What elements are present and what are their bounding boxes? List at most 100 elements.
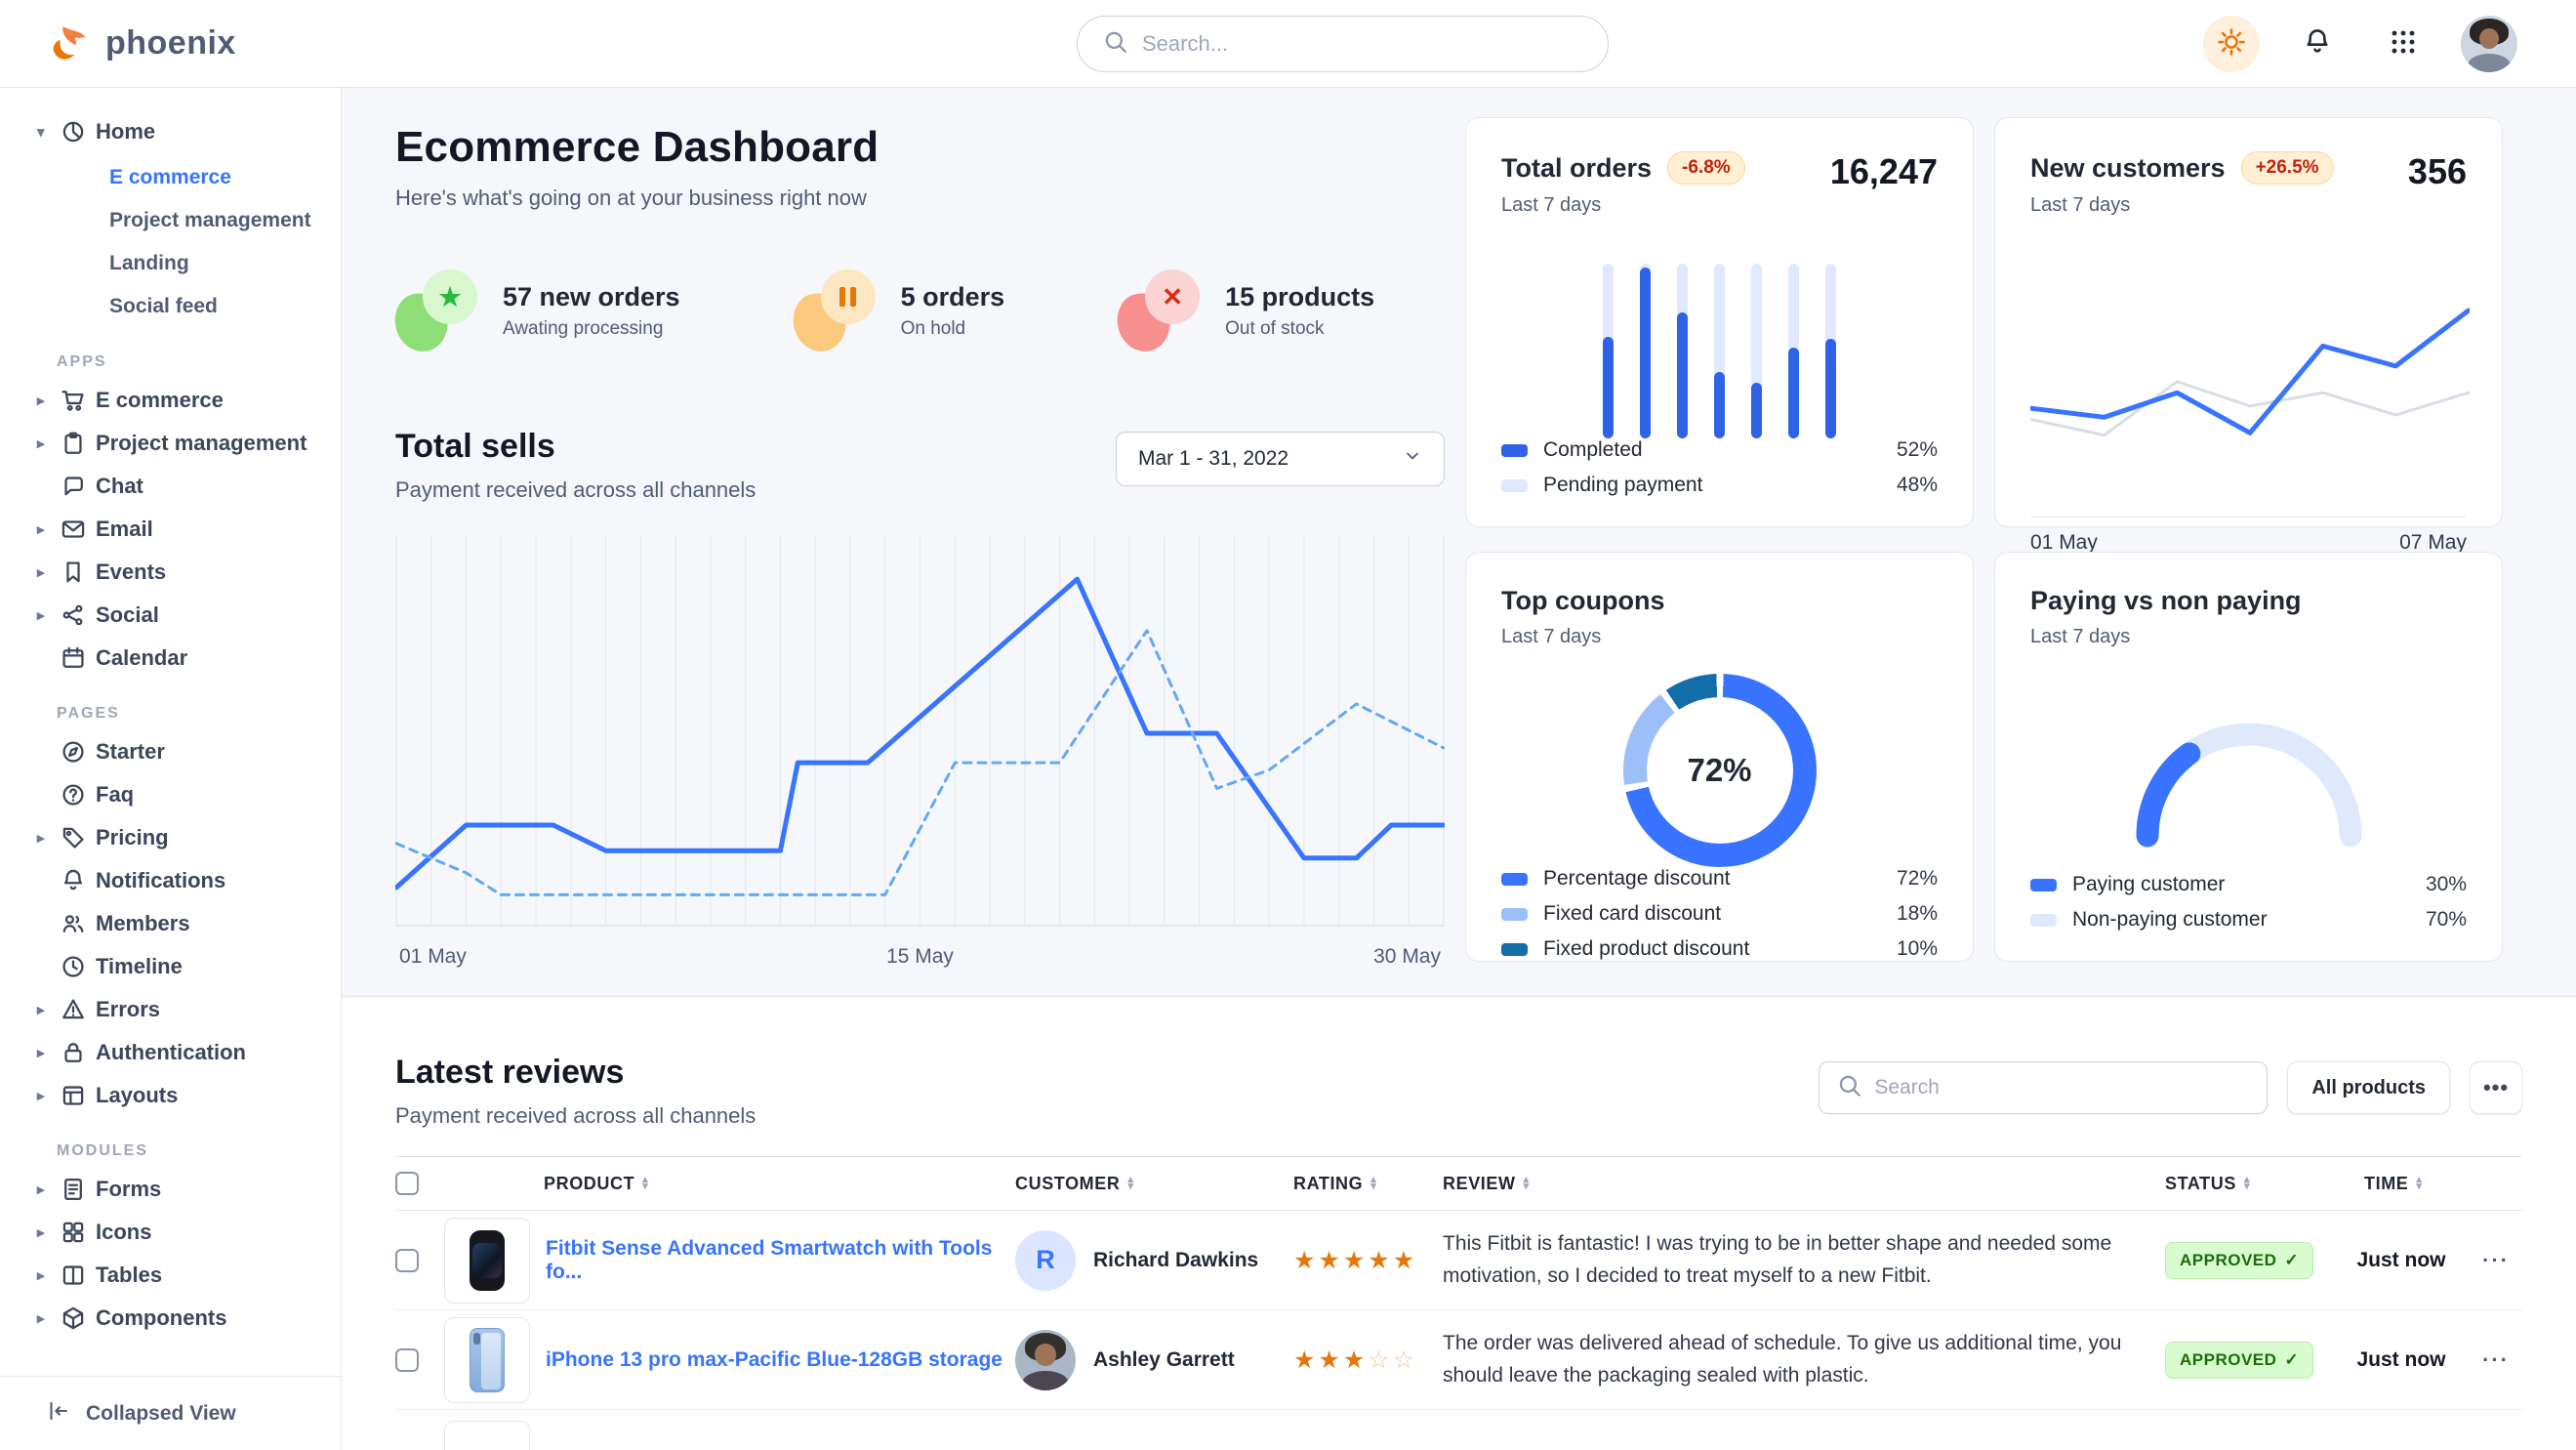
total-sells-header: Total sells Payment received across all …: [395, 428, 1445, 503]
stat-value: 5 orders: [900, 281, 1005, 311]
total-orders-value: 16,247: [1829, 151, 1938, 191]
sidebar-subitem-social-feed[interactable]: Social feed: [109, 295, 218, 317]
column-header-time[interactable]: TIME ▴ ▾: [2364, 1173, 2423, 1193]
status-badge: APPROVED ✓: [2165, 1341, 2314, 1379]
row-menu-button[interactable]: ···: [2482, 1346, 2510, 1372]
sidebar-item-events[interactable]: ▸ Events: [0, 551, 341, 594]
sidebar-subitem-project-management[interactable]: Project management: [109, 209, 311, 231]
sidebar-item-chat[interactable]: Chat: [0, 465, 341, 508]
paying-card: Paying vs non paying Last 7 days Paying …: [1994, 552, 2503, 962]
sidebar-item-label: Starter: [96, 739, 165, 764]
sidebar-item-errors[interactable]: ▸ Errors: [0, 988, 341, 1031]
sidebar-item-home[interactable]: ▾ Home: [0, 109, 341, 154]
new-customers-line-chart: [2028, 250, 2472, 501]
row-checkbox[interactable]: [395, 1248, 419, 1272]
sidebar-item-layouts[interactable]: ▸ Layouts: [0, 1074, 341, 1117]
global-search-input[interactable]: [1142, 31, 1582, 57]
caret-right-icon: ▸: [37, 564, 45, 581]
stat-blob-icon: ★: [388, 269, 477, 357]
sidebar-item-faq[interactable]: Faq: [0, 773, 341, 816]
select-all-checkbox[interactable]: [395, 1172, 419, 1195]
avatar-body: [2467, 53, 2512, 72]
brand-logo[interactable]: phoenix: [0, 22, 236, 65]
sidebar-item-components[interactable]: ▸ Components: [0, 1297, 341, 1340]
customer-avatar: [1015, 1329, 1076, 1390]
theme-toggle-button[interactable]: [2203, 15, 2260, 72]
sidebar-item-icons[interactable]: ▸ Icons: [0, 1211, 341, 1254]
reviews-search[interactable]: [1819, 1061, 2269, 1114]
bookmark-icon: [66, 561, 80, 583]
latest-reviews-subtitle: Payment received across all channels: [395, 1103, 756, 1128]
sidebar-item-authentication[interactable]: ▸ Authentication: [0, 1031, 341, 1074]
sort-icon: ▴ ▾: [1523, 1174, 1530, 1192]
rating-stars: ★★★☆☆: [1293, 1346, 1418, 1374]
sidebar-item-label: Social: [96, 602, 159, 627]
stat-blob-icon: [787, 269, 876, 357]
date-range-select[interactable]: Mar 1 - 31, 2022: [1116, 432, 1445, 486]
order-bar: [1640, 264, 1651, 438]
customer-name: Ashley Garrett: [1093, 1347, 1235, 1371]
sidebar-item-project-management[interactable]: ▸ Project management: [0, 422, 341, 465]
sidebar-item-e-commerce[interactable]: ▸ E commerce: [0, 379, 341, 422]
customer-avatar: R: [1015, 1229, 1076, 1291]
stat-label: On hold: [900, 317, 966, 339]
sidebar-item-label: Email: [96, 517, 153, 541]
row-checkbox[interactable]: [395, 1347, 419, 1372]
caret-right-icon: ▸: [37, 1310, 45, 1327]
column-header-review[interactable]: REVIEW ▴ ▾: [1443, 1173, 1530, 1193]
sidebar-item-notifications[interactable]: Notifications: [0, 859, 341, 902]
sidebar-item-members[interactable]: Members: [0, 902, 341, 945]
sidebar-item-label: Notifications: [96, 868, 226, 892]
caret-right-icon: ▸: [37, 1181, 45, 1198]
sidebar-item-label: Members: [96, 911, 190, 935]
sidebar-item-social[interactable]: ▸ Social: [0, 594, 341, 637]
dashboard-left-column: Ecommerce Dashboard Here's what's going …: [388, 117, 1447, 968]
sidebar-item-tables[interactable]: ▸ Tables: [0, 1254, 341, 1297]
sidebar-item-email[interactable]: ▸ Email: [0, 508, 341, 551]
latest-reviews-section: Latest reviews Payment received across a…: [342, 996, 2576, 1450]
sidebar-item-calendar[interactable]: Calendar: [0, 637, 341, 680]
total-sells-chart: [393, 536, 1447, 932]
new-customers-badge: +26.5%: [2240, 151, 2334, 185]
product-link[interactable]: Fitbit Sense Advanced Smartwatch with To…: [546, 1236, 993, 1283]
total-sells-x-labels: 01 May 15 May 30 May: [395, 945, 1445, 969]
reviews-search-input[interactable]: [1874, 1076, 2250, 1099]
avatar-body: [1022, 1370, 1069, 1390]
sidebar-item-pricing[interactable]: ▸ Pricing: [0, 816, 341, 859]
tag-icon: [62, 827, 84, 849]
layout-icon: [62, 1086, 84, 1105]
user-avatar[interactable]: [2461, 15, 2517, 72]
sidebar-subitem-e-commerce[interactable]: E commerce: [109, 166, 231, 188]
sidebar-nav: ▾ Home E commerce Project management Landing…: [0, 88, 341, 1376]
clock-icon: [62, 956, 84, 977]
column-header-rating[interactable]: RATING ▴ ▾: [1293, 1173, 1377, 1193]
column-header-customer[interactable]: CUSTOMER ▴ ▾: [1015, 1173, 1134, 1193]
sidebar-subitem-landing[interactable]: Landing: [109, 252, 189, 274]
phoenix-logo-icon: [53, 25, 86, 60]
reviews-more-button[interactable]: •••: [2470, 1061, 2522, 1114]
legend-chip: [1501, 443, 1528, 457]
x-tick-label: 15 May: [886, 945, 954, 968]
all-products-button[interactable]: All products: [2287, 1061, 2450, 1114]
product-link[interactable]: iPhone 13 pro max-Pacific Blue-128GB sto…: [546, 1347, 1002, 1371]
customer-name: Richard Dawkins: [1093, 1248, 1259, 1271]
legend-label: Fixed product discount: [1543, 937, 1750, 960]
legend-value: 18%: [1896, 902, 1938, 925]
column-header-status[interactable]: STATUS ▴ ▾: [2165, 1173, 2251, 1193]
top-coupons-period: Last 7 days: [1501, 626, 1602, 647]
sidebar-item-forms[interactable]: ▸ Forms: [0, 1168, 341, 1211]
global-search[interactable]: [1077, 16, 1609, 72]
total-orders-badge: -6.8%: [1667, 151, 1745, 185]
sidebar-item-label: Chat: [96, 474, 143, 498]
sidebar-item-starter[interactable]: Starter: [0, 730, 341, 773]
column-header-product[interactable]: PRODUCT ▴ ▾: [544, 1173, 649, 1193]
row-menu-button[interactable]: ···: [2482, 1247, 2510, 1272]
sidebar-item-label: Pricing: [96, 825, 169, 849]
topbar-actions: [2203, 15, 2576, 72]
x-tick-label: 30 May: [1373, 945, 1441, 968]
apps-grid-button[interactable]: [2375, 16, 2432, 72]
sidebar-item-timeline[interactable]: Timeline: [0, 945, 341, 988]
notifications-button[interactable]: [2289, 16, 2346, 72]
collapsed-view-toggle[interactable]: Collapsed View: [0, 1376, 341, 1450]
caret-down-icon: ▾: [37, 124, 45, 141]
